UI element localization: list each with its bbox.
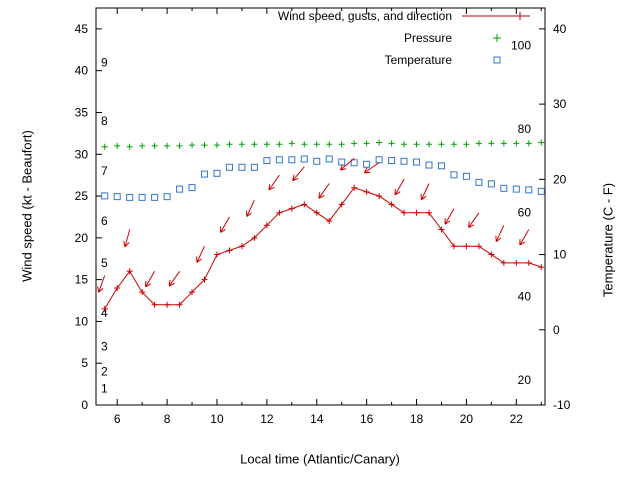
pressure-series — [101, 139, 545, 150]
y-axis-right: -10 0 10 20 30 40 — [539, 22, 571, 412]
svg-text:20: 20 — [518, 373, 532, 387]
svg-text:10: 10 — [553, 248, 567, 262]
svg-text:10: 10 — [75, 314, 89, 328]
svg-text:Temperature: Temperature — [385, 53, 453, 67]
svg-text:40: 40 — [553, 22, 567, 36]
svg-text:3: 3 — [101, 339, 108, 353]
svg-text:8: 8 — [101, 114, 108, 128]
svg-text:0: 0 — [81, 398, 88, 412]
svg-text:18: 18 — [410, 412, 424, 426]
y-axis-left: 0 5 10 15 20 25 30 35 40 45 — [75, 22, 102, 412]
svg-text:6: 6 — [101, 214, 108, 228]
svg-text:16: 16 — [360, 412, 374, 426]
x-axis-title: Local time (Atlantic/Canary) — [240, 451, 400, 467]
svg-text:35: 35 — [75, 105, 89, 119]
svg-text:Pressure: Pressure — [404, 31, 452, 45]
temperature-series — [101, 155, 545, 201]
svg-text:10: 10 — [210, 412, 224, 426]
svg-text:12: 12 — [260, 412, 274, 426]
x-axis: 6 8 10 12 14 16 18 20 22 — [114, 8, 542, 426]
svg-text:22: 22 — [510, 412, 524, 426]
svg-text:80: 80 — [518, 122, 532, 136]
y-axis-title-left: Wind speed (kt - Beaufort) — [19, 130, 35, 282]
svg-text:60: 60 — [518, 205, 532, 219]
svg-text:40: 40 — [518, 290, 532, 304]
svg-text:40: 40 — [75, 64, 89, 78]
svg-text:5: 5 — [81, 356, 88, 370]
svg-text:20: 20 — [460, 412, 474, 426]
svg-text:-10: -10 — [553, 398, 571, 412]
plot-border — [95, 7, 546, 406]
svg-text:100: 100 — [511, 38, 531, 52]
svg-text:Wind speed, gusts, and directi: Wind speed, gusts, and direction — [278, 9, 452, 23]
svg-text:8: 8 — [164, 412, 171, 426]
svg-text:6: 6 — [114, 412, 121, 426]
svg-text:0: 0 — [553, 323, 560, 337]
y-axis-title-right: Temperature (C - F) — [600, 182, 616, 298]
legend: Wind speed, gusts, and direction Pressure… — [278, 9, 530, 67]
svg-text:45: 45 — [75, 22, 89, 36]
svg-text:15: 15 — [75, 273, 89, 287]
svg-text:2: 2 — [101, 365, 108, 379]
wind-series — [101, 184, 545, 312]
svg-text:14: 14 — [310, 412, 324, 426]
beaufort-scale-labels: 1 2 3 4 5 6 7 8 9 — [101, 55, 108, 395]
svg-text:30: 30 — [75, 147, 89, 161]
svg-text:20: 20 — [553, 172, 567, 186]
svg-text:20: 20 — [75, 231, 89, 245]
svg-text:7: 7 — [101, 164, 108, 178]
svg-text:30: 30 — [553, 97, 567, 111]
svg-text:1: 1 — [101, 381, 108, 395]
svg-text:4: 4 — [101, 306, 108, 320]
gust-arrows — [97, 158, 530, 293]
svg-text:9: 9 — [101, 55, 108, 69]
fahrenheit-scale-labels: 20 40 60 80 100 — [511, 38, 531, 387]
svg-text:25: 25 — [75, 189, 89, 203]
svg-text:5: 5 — [101, 256, 108, 270]
